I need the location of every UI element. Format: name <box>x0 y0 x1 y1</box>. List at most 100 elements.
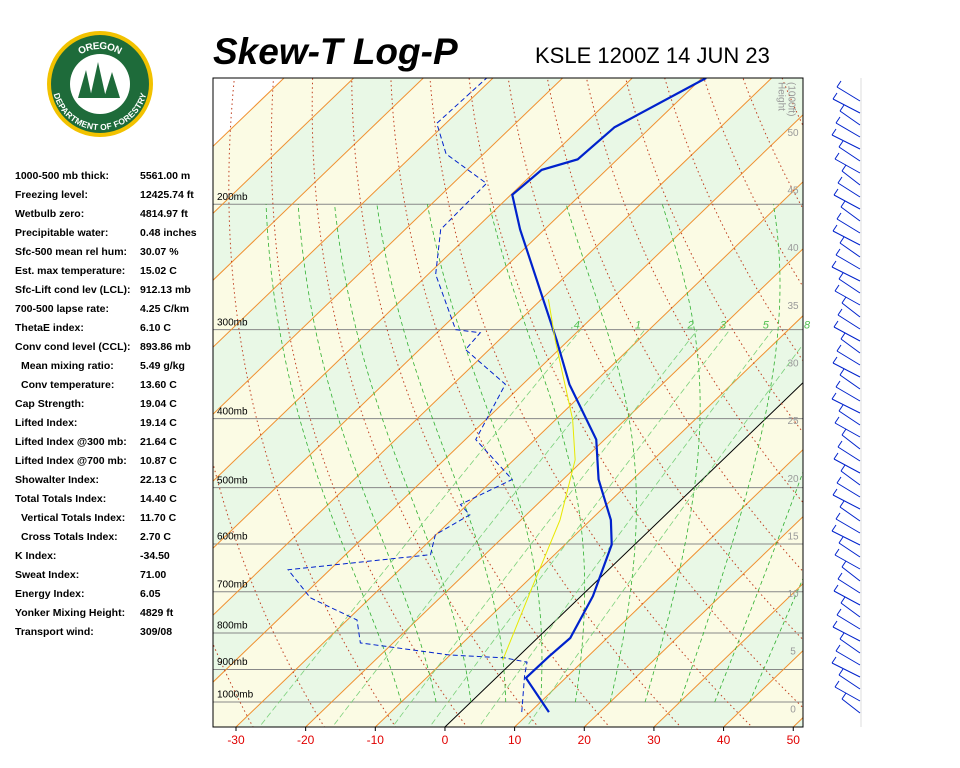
stat-value: 0.48 inches <box>140 227 197 239</box>
mixing-ratio-line <box>526 343 803 727</box>
barb-flag <box>832 224 838 232</box>
barb-flag <box>835 248 841 256</box>
stat-label: Conv temperature: <box>21 379 114 391</box>
logo: OREGON DEPARTMENT OF FORESTRY <box>47 31 153 137</box>
y-tick-label: 500mb <box>217 475 248 486</box>
barb-staff <box>834 554 861 570</box>
barb-staff <box>838 542 861 558</box>
moist-adiabat <box>265 204 402 703</box>
x-tick-label: 10 <box>508 733 522 747</box>
stat-value: 6.10 C <box>140 322 171 334</box>
dry-adiabat <box>213 461 325 727</box>
barb-flag <box>833 452 839 460</box>
dry-adiabat <box>585 78 803 504</box>
isotherm-band <box>213 78 354 214</box>
barb-flag <box>835 116 841 124</box>
mixing-ratio-line <box>478 329 774 727</box>
barb-staff <box>841 170 861 186</box>
dry-adiabat <box>228 78 397 727</box>
x-tick-label: 0 <box>442 733 449 747</box>
barb-flag <box>837 176 843 184</box>
barb-staff <box>836 482 861 498</box>
chart-title: Skew-T Log-P <box>213 31 458 72</box>
barb-staff <box>834 422 861 438</box>
barb-flag <box>832 620 838 628</box>
wind-barbs <box>831 78 862 727</box>
x-tick-label: -10 <box>367 733 385 747</box>
dry-adiabat <box>846 46 960 731</box>
stat-label: 1000-500 mb thick: <box>15 170 109 182</box>
barb-staff <box>835 650 861 666</box>
barb-flag <box>839 236 845 244</box>
barb-flag <box>835 644 841 652</box>
stat-value: 19.14 C <box>140 417 177 429</box>
barb-flag <box>839 104 845 112</box>
mixing-ratio-label: 2 <box>687 320 694 332</box>
stat-label: Lifted Index: <box>15 417 77 429</box>
stat-label: Sfc-500 mean rel hum: <box>15 246 127 258</box>
mixing-ratio-label: 8 <box>804 320 811 332</box>
barb-staff <box>834 686 861 702</box>
barb-staff <box>840 206 861 222</box>
barb-staff <box>836 614 861 630</box>
barb-staff <box>834 290 861 306</box>
barb-staff <box>840 338 861 354</box>
stat-label: Sweat Index: <box>15 569 79 581</box>
barb-staff <box>831 134 861 150</box>
moist-adiabat <box>488 204 586 703</box>
stat-value: 19.04 C <box>140 398 177 410</box>
barb-flag <box>834 416 840 424</box>
stat-value: 6.05 <box>140 588 161 600</box>
x-tick-label: 50 <box>787 733 801 747</box>
chart-subtitle: KSLE 1200Z 14 JUN 23 <box>535 43 770 68</box>
stat-value: 21.64 C <box>140 436 177 448</box>
barb-flag <box>832 92 838 100</box>
stat-value: 15.02 C <box>140 265 177 277</box>
barb-flag <box>837 572 843 580</box>
y2-tick-label: 15 <box>787 531 799 542</box>
dry-adiabat <box>546 78 803 573</box>
barb-staff <box>841 302 861 318</box>
dry-adiabat <box>884 46 960 731</box>
barb-staff <box>835 386 861 402</box>
barb-staff <box>835 254 861 270</box>
barb-staff <box>831 398 861 414</box>
stat-label: Mean mixing ratio: <box>21 360 114 372</box>
isotherm <box>235 181 803 727</box>
barb-flag <box>841 296 847 304</box>
stat-value: 4814.97 ft <box>140 208 188 220</box>
stat-label: 700-500 lapse rate: <box>15 303 109 315</box>
plot-background <box>213 46 960 731</box>
isotherm <box>653 582 803 727</box>
barb-flag <box>831 128 837 136</box>
barb-flag <box>833 584 839 592</box>
stat-value: 2.70 C <box>140 531 171 543</box>
stat-label: Conv cond level (CCL): <box>15 341 131 353</box>
barb-staff <box>838 146 861 162</box>
stat-value: 912.13 mb <box>140 284 191 296</box>
stat-label: Cap Strength: <box>15 398 84 410</box>
barb-flag <box>838 140 844 148</box>
y-tick-label: 600mb <box>217 532 248 543</box>
stat-label: Lifted Index @700 mb: <box>15 455 127 467</box>
stat-value: 4.25 C/km <box>140 303 189 315</box>
stat-value: 13.60 C <box>140 379 177 391</box>
y2-tick-label: 30 <box>787 359 799 370</box>
y2-tick-label: 35 <box>787 301 799 312</box>
plot-frame <box>212 77 804 728</box>
mixing-ratio-line <box>258 329 582 727</box>
barb-flag <box>836 80 842 88</box>
barb-flag <box>831 392 837 400</box>
dry-adiabat <box>390 78 682 727</box>
barb-staff <box>831 266 861 282</box>
barb-staff <box>834 158 861 174</box>
stat-label: Showalter Index: <box>15 474 99 486</box>
x-tick-label: 30 <box>647 733 661 747</box>
y2-tick-label: 50 <box>787 128 799 139</box>
barb-flag <box>837 440 843 448</box>
y2-tick-label: 20 <box>787 474 799 485</box>
barb-flag <box>833 188 839 196</box>
stat-value: 71.00 <box>140 569 166 581</box>
barb-flag <box>839 368 845 376</box>
barb-staff <box>837 446 861 462</box>
